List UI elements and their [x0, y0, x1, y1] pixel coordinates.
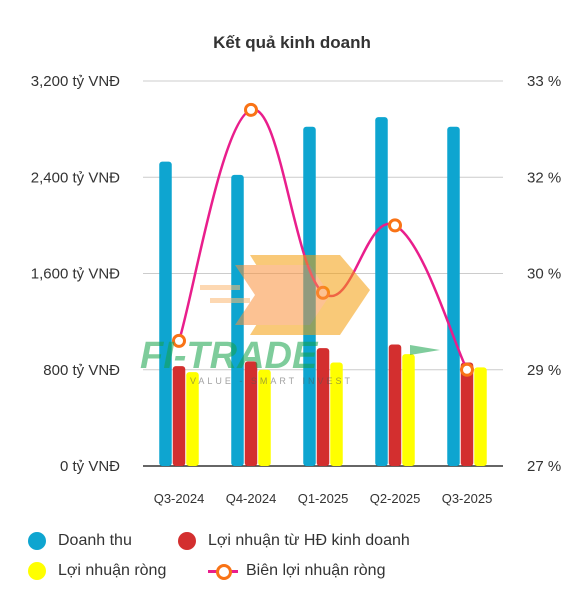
bar-2	[244, 361, 258, 466]
left-axis-ticks: 0 tỷ VNĐ 800 tỷ VNĐ 1,600 tỷ VNĐ 2,400 tỷ V…	[31, 73, 120, 475]
right-tick-label: 32 %	[527, 169, 561, 186]
left-tick-label: 2,400 tỷ VNĐ	[31, 169, 120, 186]
legend-label: Biên lợi nhuận ròng	[246, 562, 386, 579]
bar-2	[388, 344, 402, 466]
chart-title: Kết quả kinh doanh	[213, 33, 371, 52]
margin-point	[460, 362, 474, 377]
legend-item-bien-loi-nhuan[interactable]: Biên lợi nhuận ròng	[208, 562, 385, 580]
margin-point	[244, 102, 258, 117]
bar-1	[447, 126, 460, 466]
x-tick-label: Q4-2024	[226, 491, 277, 506]
legend-item-loi-nhuan-rong[interactable]: Lợi nhuận ròng	[28, 562, 166, 580]
legend-label: Doanh thu	[58, 532, 132, 549]
legend-line-swatch	[208, 562, 238, 580]
right-tick-label: 27 %	[527, 458, 561, 475]
bar-2	[316, 348, 330, 466]
bar-3	[402, 354, 415, 466]
bar-1	[375, 117, 388, 466]
watermark-sub-text: VALUE - SMART INVEST	[190, 376, 353, 386]
left-tick-label: 0 tỷ VNĐ	[60, 458, 120, 475]
bar-1	[231, 174, 244, 466]
left-tick-label: 800 tỷ VNĐ	[43, 362, 120, 379]
legend-label: Lợi nhuận ròng	[58, 562, 167, 579]
left-tick-label: 1,600 tỷ VNĐ	[31, 266, 120, 283]
right-tick-label: 30 %	[527, 266, 561, 283]
watermark-main-text: FI-TRADE	[140, 335, 319, 377]
margin-point	[388, 218, 402, 233]
bar-2	[460, 362, 474, 466]
right-tick-label: 29 %	[527, 362, 561, 379]
legend-item-loi-nhuan-hdkd[interactable]: Lợi nhuận từ HĐ kinh doanh	[178, 532, 410, 550]
bar-3	[330, 362, 343, 466]
margin-point	[172, 333, 186, 348]
legend-swatch-red	[178, 532, 196, 550]
bar-3	[474, 367, 487, 466]
x-tick-label: Q3-2025	[442, 491, 493, 506]
legend-swatch-blue	[28, 532, 46, 550]
right-tick-label: 33 %	[527, 73, 561, 90]
legend-label: Lợi nhuận từ HĐ kinh doanh	[208, 532, 410, 549]
x-tick-label: Q1-2025	[298, 491, 349, 506]
right-axis-ticks: 27 % 29 % 30 % 32 % 33 %	[527, 73, 561, 475]
legend-swatch-yellow	[28, 562, 46, 580]
bar-3	[186, 372, 199, 466]
bar-2	[172, 366, 186, 466]
left-tick-label: 3,200 tỷ VNĐ	[31, 73, 120, 90]
x-tick-label: Q2-2025	[370, 491, 421, 506]
legend-item-doanh-thu[interactable]: Doanh thu	[28, 532, 132, 550]
x-tick-label: Q3-2024	[154, 491, 205, 506]
x-axis-ticks: Q3-2024 Q4-2024 Q1-2025 Q2-2025 Q3-2025	[154, 491, 493, 506]
bar-3	[258, 369, 271, 466]
bar-1	[159, 161, 172, 466]
fi-trade-watermark-logo: FI-TRADE VALUE - SMART INVEST	[140, 255, 440, 386]
